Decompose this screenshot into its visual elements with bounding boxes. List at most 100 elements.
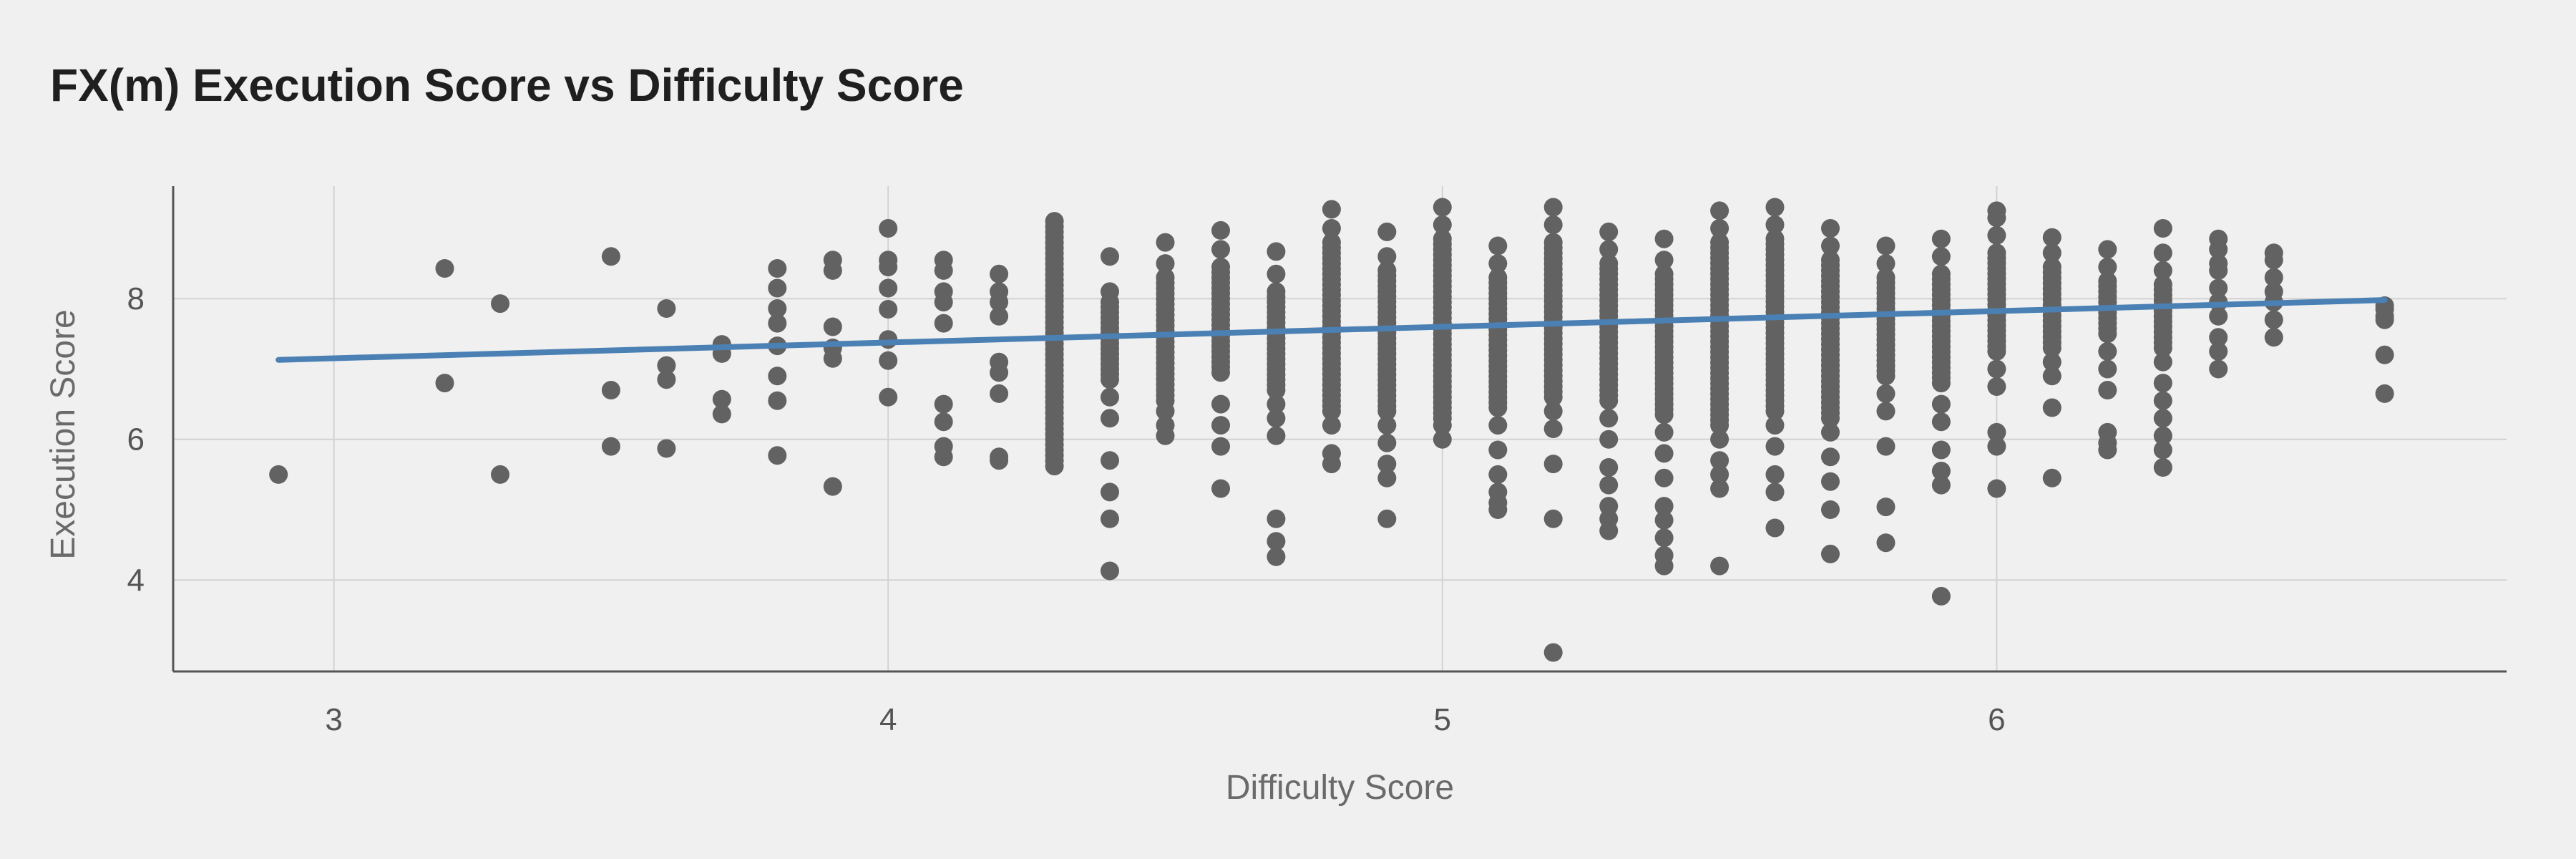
data-point <box>1654 444 1674 463</box>
data-point <box>2098 271 2117 291</box>
data-point <box>1654 510 1674 530</box>
data-point <box>2209 359 2228 379</box>
y-tick-label: 8 <box>127 281 145 316</box>
data-points <box>269 198 2394 662</box>
data-point <box>1876 254 1896 273</box>
data-point <box>2042 367 2062 386</box>
data-point <box>990 451 1009 470</box>
data-point <box>1765 465 1785 484</box>
data-point <box>269 465 288 484</box>
data-point <box>2153 458 2172 477</box>
data-point <box>2153 219 2172 238</box>
data-point <box>2209 240 2228 259</box>
data-point <box>768 278 787 298</box>
data-point <box>990 293 1009 312</box>
data-point <box>1267 547 1286 566</box>
data-point <box>657 356 676 375</box>
data-point <box>435 374 454 393</box>
data-point <box>1156 233 1175 252</box>
data-point <box>1987 225 2006 245</box>
data-point <box>1543 643 1563 662</box>
data-point <box>1710 219 1729 238</box>
data-point <box>934 261 953 280</box>
data-point <box>1156 254 1175 273</box>
data-point <box>1765 518 1785 538</box>
data-point <box>1599 521 1619 540</box>
data-point <box>879 387 898 407</box>
data-point <box>1211 220 1230 240</box>
data-point <box>1931 247 1951 266</box>
data-point <box>1267 242 1286 261</box>
data-point <box>1488 236 1508 256</box>
data-point <box>1156 268 1175 287</box>
data-point <box>1821 251 1840 270</box>
data-point <box>1322 233 1341 252</box>
data-point <box>1543 198 1563 217</box>
data-point <box>1765 215 1785 234</box>
data-point <box>1876 498 1896 517</box>
data-point <box>1931 586 1951 606</box>
data-point <box>2209 341 2228 361</box>
data-point <box>1488 500 1508 519</box>
data-point <box>990 384 1009 403</box>
data-point <box>1045 212 1064 231</box>
x-tick-label: 4 <box>879 702 897 737</box>
data-point <box>2153 352 2172 372</box>
data-point <box>1267 509 1286 528</box>
data-point <box>879 330 898 349</box>
data-point <box>2153 426 2172 445</box>
data-point <box>1322 455 1341 474</box>
data-point <box>934 314 953 333</box>
data-point <box>823 261 842 280</box>
data-point <box>1101 293 1119 312</box>
data-point <box>2153 391 2172 410</box>
data-point <box>1599 254 1619 273</box>
data-point <box>1377 455 1397 474</box>
data-point <box>2098 359 2117 379</box>
data-point <box>1543 402 1563 421</box>
data-point <box>934 394 953 414</box>
data-point <box>1377 468 1397 487</box>
data-point <box>1267 409 1286 428</box>
data-point <box>1710 451 1729 470</box>
data-point <box>1211 258 1230 276</box>
data-point <box>1101 387 1119 407</box>
data-point <box>435 259 454 278</box>
data-point <box>1876 437 1896 456</box>
x-tick-label: 6 <box>1988 702 2005 737</box>
data-point <box>657 370 676 389</box>
data-point <box>1543 233 1563 252</box>
x-tick-label: 5 <box>1434 702 1451 737</box>
data-point <box>934 447 953 467</box>
data-point <box>1433 215 1452 234</box>
data-point <box>2209 306 2228 326</box>
data-point <box>1488 440 1508 460</box>
data-point <box>2153 261 2172 280</box>
data-point <box>1931 440 1951 460</box>
data-point <box>1433 430 1452 449</box>
data-point <box>1543 419 1563 438</box>
data-point <box>1765 416 1785 435</box>
data-point <box>1211 437 1230 456</box>
data-point <box>768 259 787 278</box>
data-point <box>879 258 898 276</box>
data-point <box>1987 359 2006 379</box>
data-point <box>1654 422 1674 442</box>
trend-line-group <box>275 297 2388 363</box>
data-point <box>1211 479 1230 498</box>
data-point <box>601 437 620 456</box>
data-point <box>2264 251 2283 270</box>
data-point <box>1267 264 1286 283</box>
data-point <box>2264 328 2283 347</box>
data-point <box>1322 219 1341 238</box>
data-point <box>2209 278 2228 298</box>
data-point <box>2098 341 2117 361</box>
data-point <box>1377 416 1397 435</box>
data-point <box>823 477 842 496</box>
data-point <box>1710 465 1729 484</box>
data-point <box>1101 451 1119 470</box>
data-point <box>1821 422 1840 442</box>
data-point <box>1267 282 1286 301</box>
data-point <box>1931 394 1951 414</box>
